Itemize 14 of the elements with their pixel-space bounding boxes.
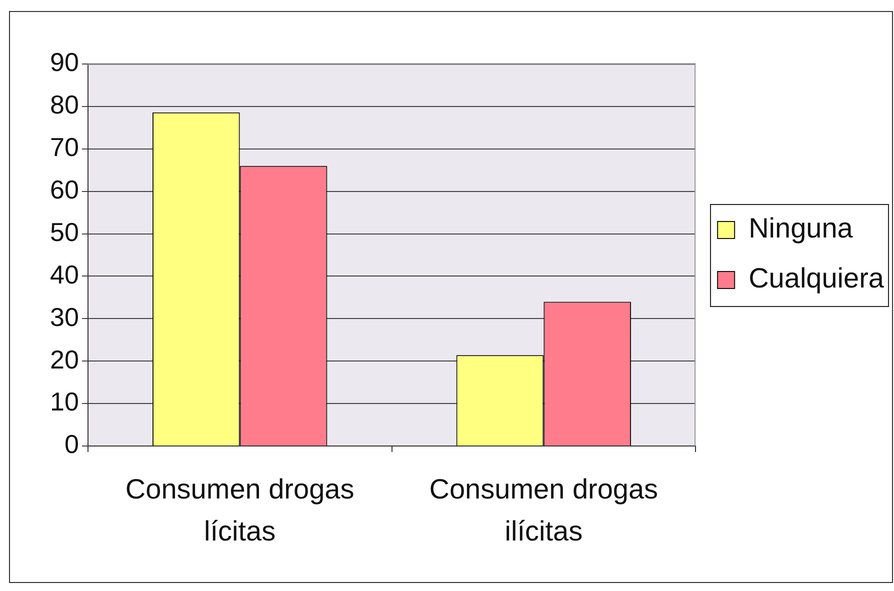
- y-tick-label: 50: [50, 216, 79, 247]
- x-tick-label: Consumen drogas lícitas: [125, 474, 354, 547]
- x-tick-label: Consumen drogas ilícitas: [429, 474, 658, 547]
- y-tick-label: 10: [50, 386, 79, 417]
- y-tick-label: 80: [50, 90, 79, 120]
- y-tick-label: 90: [50, 47, 79, 78]
- y-tick-label: 20: [50, 344, 79, 374]
- y-tick-label: 0: [64, 429, 79, 460]
- y-tick-label: 60: [50, 174, 79, 205]
- legend-label: Ninguna: [748, 212, 854, 244]
- legend-label: Cualquiera: [748, 262, 884, 294]
- y-tick-label: 30: [50, 302, 79, 332]
- y-tick-label: 40: [50, 259, 79, 290]
- y-tick-label: 70: [50, 132, 79, 162]
